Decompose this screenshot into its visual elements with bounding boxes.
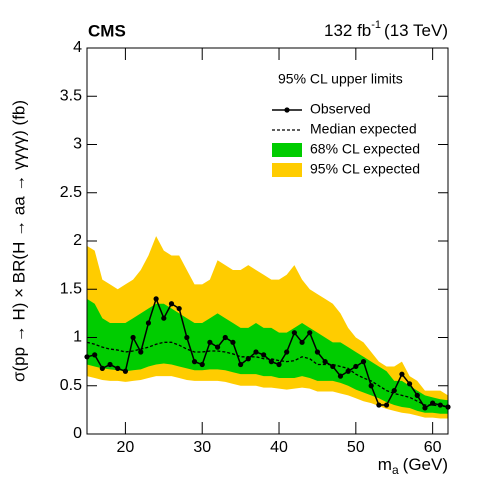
observed-point bbox=[314, 349, 321, 355]
observed-point bbox=[130, 334, 136, 341]
legend-band-swatch bbox=[272, 143, 302, 157]
x-label-unit: (GeV) bbox=[403, 455, 448, 474]
legend-title: 95% CL upper limits bbox=[278, 71, 403, 87]
observed-point bbox=[322, 359, 328, 365]
observed-point bbox=[368, 383, 374, 389]
observed-point bbox=[199, 361, 205, 368]
x-label-symbol: m bbox=[378, 455, 392, 474]
observed-point bbox=[145, 320, 152, 326]
y-tick-label: 4 bbox=[73, 39, 82, 56]
y-tick-label: 0 bbox=[73, 425, 82, 442]
x-tick-label: 40 bbox=[270, 439, 288, 456]
x-tick-label: 50 bbox=[347, 439, 365, 456]
y-tick-label: 3.5 bbox=[60, 87, 82, 104]
observed-point bbox=[191, 359, 198, 365]
observed-point bbox=[430, 400, 436, 406]
observed-point bbox=[345, 368, 351, 374]
legend-label: 95% CL expected bbox=[310, 161, 420, 177]
observed-point bbox=[115, 365, 121, 371]
observed-point bbox=[391, 387, 397, 394]
observed-point bbox=[207, 339, 213, 345]
y-tick-label: 2 bbox=[73, 232, 82, 249]
expected-band bbox=[87, 298, 448, 414]
x-tick-label: 20 bbox=[117, 439, 135, 456]
y-axis-label: σ(pp → H) × BR(H → aa → γγγγ) (fb) bbox=[9, 100, 28, 382]
observed-point bbox=[161, 315, 167, 321]
legend-label: Observed bbox=[310, 101, 371, 117]
observed-point bbox=[330, 363, 336, 370]
observed-point bbox=[214, 344, 221, 350]
observed-point bbox=[376, 402, 382, 408]
observed-point bbox=[337, 373, 344, 379]
experiment-label: CMS bbox=[88, 21, 126, 40]
observed-point bbox=[176, 305, 182, 312]
observed-point bbox=[406, 381, 413, 387]
observed-point bbox=[92, 352, 98, 358]
y-tick-label: 1 bbox=[73, 329, 82, 346]
observed-line bbox=[86, 296, 449, 409]
lumi-exponent: -1 bbox=[371, 19, 381, 31]
observed-point bbox=[360, 359, 367, 365]
observed-point bbox=[291, 330, 297, 336]
observed-point bbox=[238, 361, 244, 368]
legend-label: 68% CL expected bbox=[310, 141, 420, 157]
legend-observed-marker bbox=[284, 107, 290, 113]
y-tick-label: 3 bbox=[73, 136, 82, 153]
observed-point bbox=[299, 339, 305, 345]
legend-band-swatch bbox=[272, 163, 302, 177]
observed-point bbox=[307, 330, 313, 336]
observed-point bbox=[230, 339, 236, 345]
y-tick-label: 2.5 bbox=[60, 184, 82, 201]
observed-point bbox=[261, 352, 267, 358]
observed-point bbox=[168, 301, 175, 307]
observed-point bbox=[422, 405, 428, 411]
observed-point bbox=[122, 368, 129, 374]
x-axis-label: ma (GeV) bbox=[378, 455, 448, 477]
observed-point bbox=[268, 359, 274, 365]
observed-point bbox=[222, 334, 228, 341]
energy: (13 TeV) bbox=[384, 21, 448, 40]
observed-point bbox=[276, 361, 282, 368]
observed-point bbox=[253, 349, 259, 355]
observed-point bbox=[399, 371, 405, 377]
x-tick-label: 30 bbox=[193, 439, 211, 456]
legend-label: Median expected bbox=[310, 121, 417, 137]
lumi: 132 fb bbox=[324, 21, 371, 40]
observed-point bbox=[138, 349, 144, 355]
observed-point bbox=[284, 349, 290, 355]
y-tick-label: 0.5 bbox=[60, 377, 82, 394]
observed-point bbox=[414, 392, 420, 398]
observed-point bbox=[153, 296, 159, 302]
lumi-label: 132 fb-1 (13 TeV) bbox=[324, 19, 448, 41]
x-label-subscript: a bbox=[392, 463, 399, 477]
observed-point bbox=[353, 363, 359, 370]
y-tick-label: 1.5 bbox=[60, 280, 82, 297]
observed-point bbox=[107, 361, 113, 368]
observed-point bbox=[245, 356, 251, 362]
observed-point bbox=[99, 365, 105, 371]
observed-point bbox=[184, 334, 190, 341]
observed-point bbox=[437, 402, 443, 408]
x-tick-label: 60 bbox=[424, 439, 442, 456]
observed-point bbox=[383, 402, 390, 408]
